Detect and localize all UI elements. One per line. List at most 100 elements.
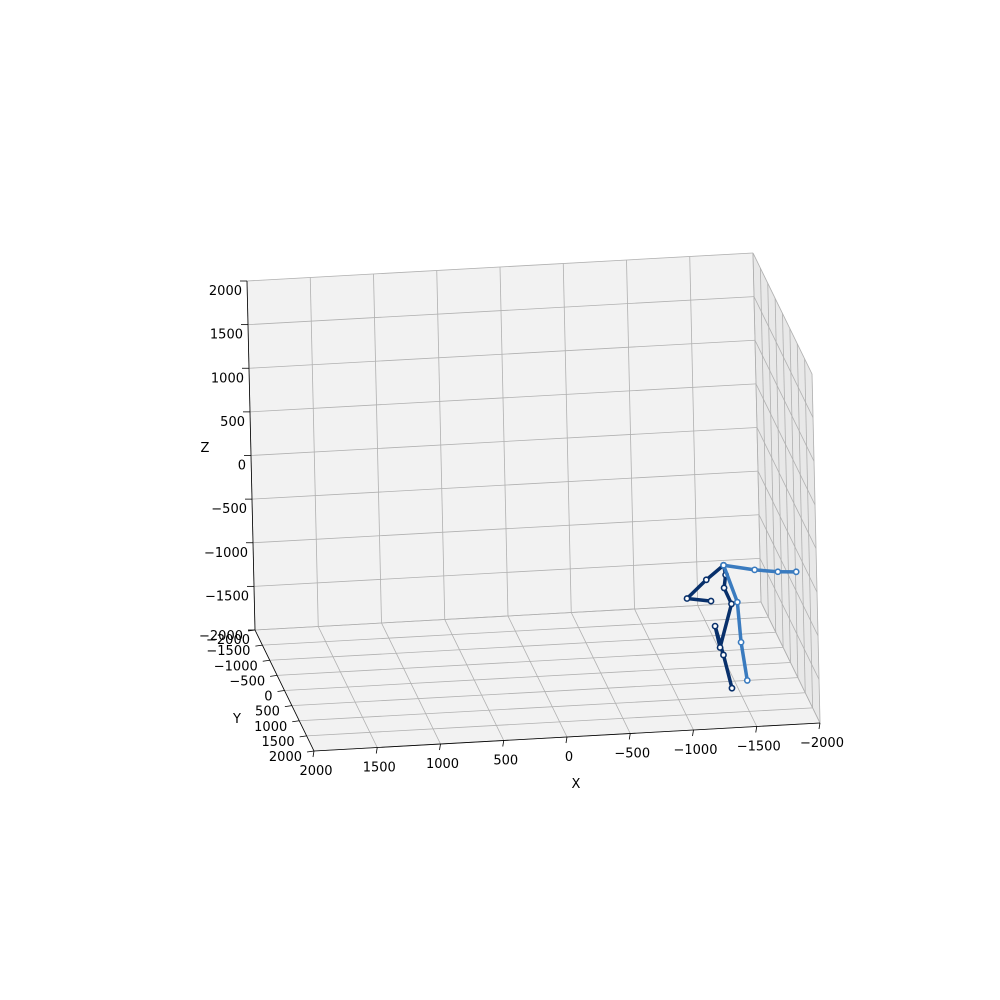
- gridline-x-floor: [381, 622, 441, 745]
- z-tick-label: 0: [238, 459, 246, 474]
- gridline-x: [309, 277, 319, 627]
- joint-point: [716, 644, 724, 651]
- x-axis-label: X: [572, 777, 581, 792]
- x-tick-mark: [755, 726, 758, 733]
- joint-point: [728, 684, 736, 692]
- x-tick-mark: [628, 733, 631, 740]
- gridline-y-side: [804, 358, 814, 708]
- joint-point: [707, 597, 715, 605]
- x-tick-label: 1500: [363, 761, 396, 776]
- bone-segment: [735, 600, 743, 644]
- bone-segment: [685, 596, 713, 603]
- y-tick-mark: [255, 644, 263, 647]
- joint-point: [720, 651, 727, 659]
- z-tick-label: 500: [220, 415, 245, 430]
- x-tick-mark: [502, 740, 505, 747]
- gridline-z-side: [752, 252, 813, 375]
- gridline-x-floor: [444, 619, 505, 741]
- y-tick-label: −1000: [214, 659, 258, 674]
- gridline-y-floor: [299, 692, 806, 722]
- gridline-z-side: [754, 340, 815, 462]
- x-tick-label: 1000: [426, 757, 459, 772]
- x-tick-label: −1500: [737, 740, 781, 755]
- joint-point: [792, 568, 800, 576]
- joint-point: [728, 600, 735, 608]
- y-tick-mark: [284, 705, 292, 708]
- joint-point: [683, 595, 691, 602]
- tick-labels: 2000 1500 1000 500 0 −500 −1000 −1500 −2000−2000…: [199, 280, 844, 779]
- y-tick-mark: [270, 674, 278, 677]
- z-tick-label: −500: [211, 502, 247, 517]
- y-tick-mark: [292, 720, 300, 723]
- bone-segment: [685, 578, 709, 601]
- gridline-y-floor: [306, 707, 813, 737]
- data-series: [683, 561, 800, 692]
- y-tick-label: −2000: [199, 629, 243, 644]
- bone-segment: [718, 602, 734, 650]
- x-tick-label: −2000: [800, 736, 844, 751]
- gridline-z: [247, 296, 755, 326]
- x-tick-label: 2000: [299, 764, 332, 779]
- bone-segment: [721, 653, 734, 690]
- axis-labels: X Y Z: [201, 441, 581, 792]
- z-tick-label: 2000: [209, 284, 242, 299]
- x-tick-mark: [565, 736, 568, 744]
- y-tick-label: 2000: [269, 750, 302, 765]
- y-tick-mark: [277, 690, 285, 692]
- x-tick-mark: [692, 729, 694, 737]
- joint-point: [743, 677, 751, 684]
- joint-point: [711, 622, 719, 630]
- gridline-z: [246, 252, 754, 282]
- x-tick-label: −1000: [674, 743, 718, 758]
- gridline-y-side: [796, 343, 806, 693]
- y-tick-label: −1500: [206, 644, 250, 659]
- x-tick-label: 0: [565, 750, 573, 765]
- bone-segment: [721, 563, 740, 604]
- z-tick-label: 1000: [211, 371, 244, 386]
- gridline-y-floor: [284, 662, 791, 691]
- joint-point: [702, 576, 710, 584]
- x-tick-mark: [818, 722, 821, 730]
- z-tick-label: −2000: [206, 633, 250, 648]
- y-tick-label: −500: [229, 674, 265, 689]
- x-tick-label: −500: [614, 747, 650, 762]
- z-tick-label: −1000: [204, 546, 248, 561]
- gridlines: [246, 252, 821, 752]
- y-tick-mark: [262, 659, 270, 662]
- joint-point: [720, 584, 728, 592]
- joint-point: [737, 638, 745, 646]
- gridline-z-side: [756, 427, 817, 549]
- z-tick-label: 1500: [210, 328, 243, 343]
- bone-segment: [721, 563, 757, 572]
- gridline-z-side: [755, 383, 816, 506]
- series-1: [720, 561, 800, 684]
- y-tick-label: 1500: [262, 735, 295, 750]
- axis-panes: [246, 252, 821, 752]
- gridline-y-side: [789, 328, 799, 678]
- x-tick-mark: [439, 743, 441, 751]
- x-tick-label: 500: [493, 754, 518, 769]
- x-tick-mark: [312, 750, 315, 758]
- y-tick-label: 500: [255, 705, 280, 720]
- gridline-z: [248, 339, 756, 369]
- y-tick-label: 0: [264, 690, 272, 705]
- gridline-x-floor: [317, 626, 378, 748]
- joint-point: [720, 561, 727, 569]
- gridline-z-side: [753, 296, 814, 418]
- gridline-z: [249, 383, 757, 413]
- gridline-x: [373, 273, 382, 624]
- x-tick-mark: [375, 747, 378, 754]
- joint-point: [774, 568, 782, 576]
- z-axis-label: Z: [201, 441, 210, 456]
- y-axis-label: Y: [232, 712, 241, 727]
- bone-segment: [739, 640, 750, 683]
- y-tick-label: 1000: [254, 720, 287, 735]
- gridline-y-side: [811, 373, 821, 724]
- gridline-x: [436, 270, 446, 620]
- gridline-z: [250, 427, 758, 456]
- bone-segment: [752, 568, 780, 574]
- joint-point: [733, 598, 741, 606]
- joint-point: [751, 566, 759, 574]
- z-tick-label: −1500: [205, 589, 249, 604]
